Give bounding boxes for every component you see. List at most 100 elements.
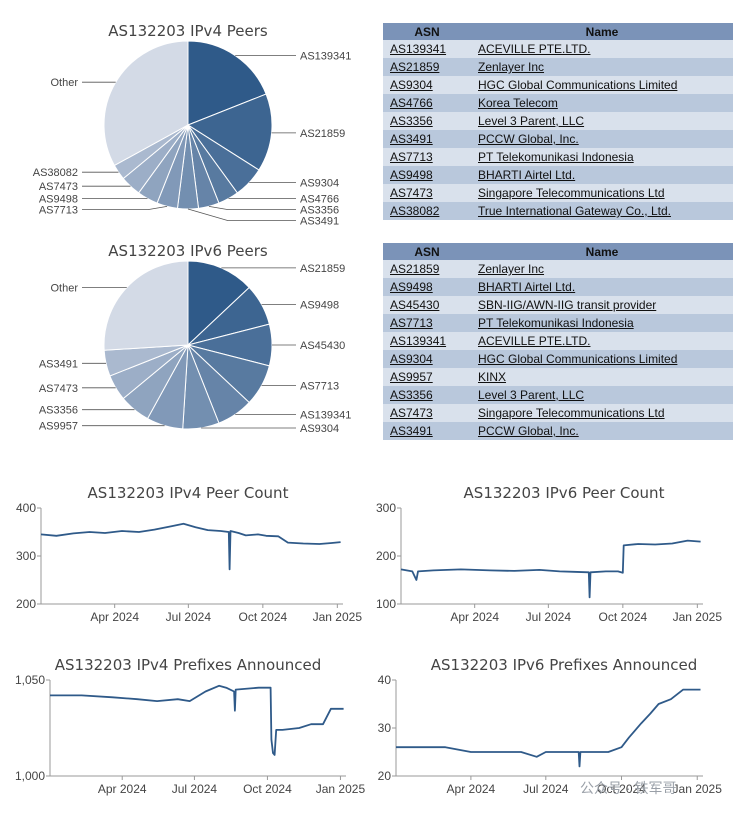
asn-cell: AS3356 bbox=[383, 386, 471, 404]
network-name-link[interactable]: HGC Global Communications Limited bbox=[478, 352, 678, 366]
pie-slice bbox=[186, 93, 273, 171]
table-row: AS139341 ACEVILLE PTE.LTD. bbox=[383, 40, 733, 58]
slice-label: AS38082 bbox=[33, 167, 78, 179]
x-tick-label: Oct 2024 bbox=[238, 610, 287, 624]
y-tick-label: 200 bbox=[16, 597, 36, 611]
asn-link[interactable]: AS3356 bbox=[390, 388, 433, 402]
slice-label: AS3491 bbox=[300, 216, 339, 228]
asn-link[interactable]: AS38082 bbox=[390, 204, 440, 218]
asn-cell: AS4766 bbox=[383, 94, 471, 112]
y-tick-label: 400 bbox=[16, 501, 36, 515]
name-cell: True International Gateway Co., Ltd. bbox=[471, 202, 733, 220]
pie-slice bbox=[103, 40, 189, 167]
line-chart-ipv4-peer-count: 200 300 400 Apr 2024 Jul 2024 Oct 2024 Jan 202… bbox=[16, 501, 363, 624]
data-series-line bbox=[400, 539, 701, 599]
asn-link[interactable]: AS139341 bbox=[390, 42, 447, 56]
asn-cell: AS9304 bbox=[383, 76, 471, 94]
table-row: AS139341 ACEVILLE PTE.LTD. bbox=[383, 332, 733, 350]
asn-link[interactable]: AS9498 bbox=[390, 280, 433, 294]
table-row: AS9498 BHARTI Airtel Ltd. bbox=[383, 166, 733, 184]
asn-cell: AS7713 bbox=[383, 314, 471, 332]
asn-cell: AS139341 bbox=[383, 40, 471, 58]
network-name-link[interactable]: Level 3 Parent, LLC bbox=[478, 114, 585, 128]
asn-link[interactable]: AS9304 bbox=[390, 78, 433, 92]
pie-v6-panel: AS132203 IPv6 Peers AS21859 AS9498 AS45430… bbox=[0, 238, 380, 468]
asn-link[interactable]: AS7713 bbox=[390, 150, 433, 164]
line-v4-prefixes-panel: AS132203 IPv4 Prefixes Announced 1,000 1,… bbox=[0, 650, 376, 819]
network-name-link[interactable]: PCCW Global, Inc. bbox=[478, 424, 579, 438]
asn-link[interactable]: AS45430 bbox=[390, 298, 440, 312]
y-tick-label: 20 bbox=[378, 769, 392, 783]
name-cell: HGC Global Communications Limited bbox=[471, 350, 733, 368]
asn-cell: AS139341 bbox=[383, 332, 471, 350]
table-row: AS7473 Singapore Telecommunications Ltd bbox=[383, 184, 733, 202]
chart-title: AS132203 IPv6 Prefixes Announced bbox=[430, 656, 698, 674]
network-name-link[interactable]: PCCW Global, Inc. bbox=[478, 132, 579, 146]
x-tick-label: Jul 2024 bbox=[526, 610, 572, 624]
network-name-link[interactable]: True International Gateway Co., Ltd. bbox=[478, 204, 671, 218]
slice-label: AS21859 bbox=[300, 128, 345, 140]
table-row: AS3356 Level 3 Parent, LLC bbox=[383, 386, 733, 404]
y-tick-label: 200 bbox=[376, 549, 396, 563]
network-name-link[interactable]: HGC Global Communications Limited bbox=[478, 78, 678, 92]
data-series-line bbox=[50, 684, 344, 756]
chart-title: AS132203 IPv4 Peer Count bbox=[87, 484, 289, 502]
chart-title: AS132203 IPv6 Peers bbox=[108, 242, 268, 260]
slice-label: Other bbox=[50, 77, 78, 89]
network-name-link[interactable]: BHARTI Airtel Ltd. bbox=[478, 168, 576, 182]
slice-label: AS9304 bbox=[300, 178, 339, 190]
asn-link[interactable]: AS7473 bbox=[390, 186, 433, 200]
y-tick-label: 40 bbox=[378, 673, 392, 687]
slice-label: AS9957 bbox=[39, 421, 78, 433]
asn-cell: AS9304 bbox=[383, 350, 471, 368]
x-tick-label: Jan 2025 bbox=[673, 782, 723, 796]
asn-link[interactable]: AS21859 bbox=[390, 262, 440, 276]
network-name-link[interactable]: Zenlayer Inc bbox=[478, 60, 545, 74]
network-name-link[interactable]: Zenlayer Inc bbox=[478, 262, 545, 276]
table-row: AS7473 Singapore Telecommunications Ltd bbox=[383, 404, 733, 422]
name-cell: Singapore Telecommunications Ltd bbox=[471, 184, 733, 202]
line-chart-ipv4-prefixes: 1,000 1,050 Apr 2024 Jul 2024 Oct 2024 Jan 20… bbox=[15, 673, 365, 796]
name-cell: BHARTI Airtel Ltd. bbox=[471, 278, 733, 296]
asn-link[interactable]: AS7473 bbox=[390, 406, 433, 420]
name-cell: Zenlayer Inc bbox=[471, 58, 733, 76]
line-v6-prefixes-panel: AS132203 IPv6 Prefixes Announced 20 30 40 A… bbox=[376, 650, 752, 819]
network-name-link[interactable]: Korea Telecom bbox=[478, 96, 558, 110]
asn-link[interactable]: AS139341 bbox=[390, 334, 447, 348]
asn-link[interactable]: AS9304 bbox=[390, 352, 433, 366]
asn-link[interactable]: AS21859 bbox=[390, 60, 440, 74]
asn-link[interactable]: AS3491 bbox=[390, 132, 433, 146]
name-cell: Level 3 Parent, LLC bbox=[471, 112, 733, 130]
network-name-link[interactable]: SBN-IIG/AWN-IIG transit provider bbox=[478, 298, 657, 312]
x-tick-label: Jan 2025 bbox=[673, 610, 723, 624]
asn-link[interactable]: AS7713 bbox=[390, 316, 433, 330]
x-tick-label: Jan 2025 bbox=[313, 610, 363, 624]
network-name-link[interactable]: KINX bbox=[478, 370, 507, 384]
asn-link[interactable]: AS3491 bbox=[390, 424, 433, 438]
column-header-name: Name bbox=[471, 23, 733, 40]
leader-line bbox=[82, 206, 168, 211]
name-cell: ACEVILLE PTE.LTD. bbox=[471, 332, 733, 350]
network-name-link[interactable]: Singapore Telecommunications Ltd bbox=[478, 406, 665, 420]
column-header-name: Name bbox=[471, 243, 733, 260]
asn-cell: AS3356 bbox=[383, 112, 471, 130]
network-name-link[interactable]: Singapore Telecommunications Ltd bbox=[478, 186, 665, 200]
network-name-link[interactable]: ACEVILLE PTE.LTD. bbox=[478, 42, 591, 56]
asn-link[interactable]: AS3356 bbox=[390, 114, 433, 128]
network-name-link[interactable]: Level 3 Parent, LLC bbox=[478, 388, 585, 402]
name-cell: PT Telekomunikasi Indonesia bbox=[471, 314, 733, 332]
y-tick-label: 1,000 bbox=[15, 769, 45, 783]
asn-link[interactable]: AS4766 bbox=[390, 96, 433, 110]
network-name-link[interactable]: ACEVILLE PTE.LTD. bbox=[478, 334, 591, 348]
x-tick-label: Apr 2024 bbox=[90, 610, 139, 624]
asn-link[interactable]: AS9498 bbox=[390, 168, 433, 182]
network-name-link[interactable]: PT Telekomunikasi Indonesia bbox=[478, 150, 634, 164]
name-cell: BHARTI Airtel Ltd. bbox=[471, 166, 733, 184]
network-name-link[interactable]: PT Telekomunikasi Indonesia bbox=[478, 316, 634, 330]
asn-link[interactable]: AS9957 bbox=[390, 370, 433, 384]
table-row: AS9498 BHARTI Airtel Ltd. bbox=[383, 278, 733, 296]
asn-cell: AS9957 bbox=[383, 368, 471, 386]
network-name-link[interactable]: BHARTI Airtel Ltd. bbox=[478, 280, 576, 294]
table-row: AS21859 Zenlayer Inc bbox=[383, 260, 733, 278]
